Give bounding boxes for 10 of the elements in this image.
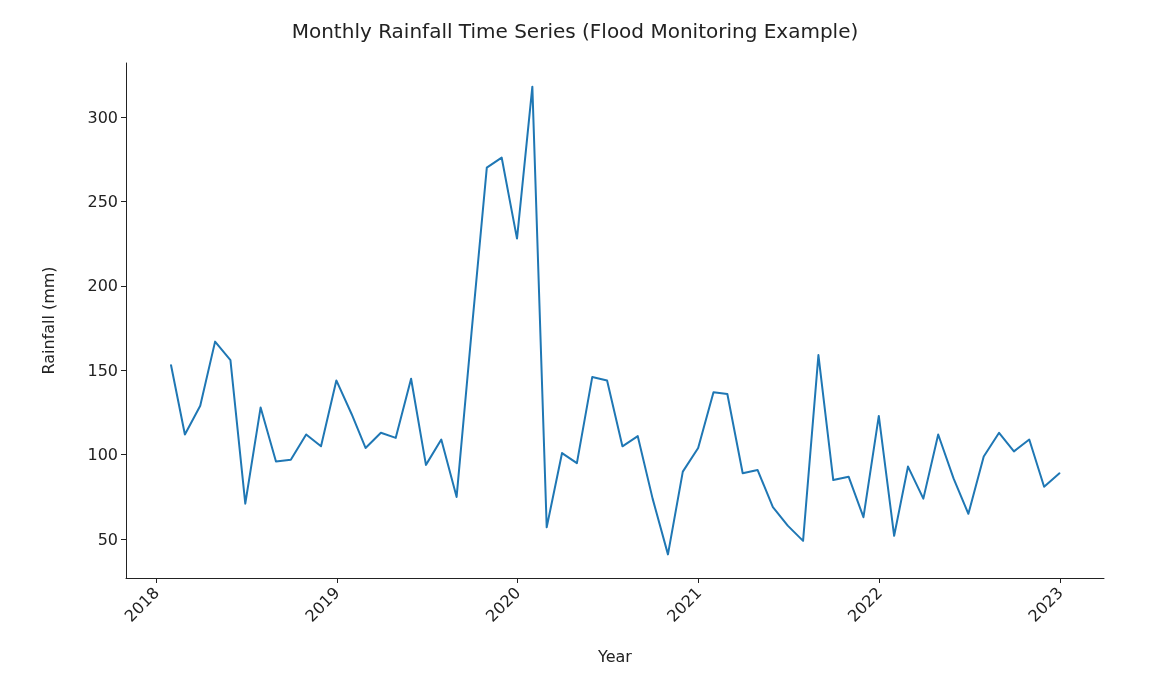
- chart-title: Monthly Rainfall Time Series (Flood Monitoring Example): [291, 19, 859, 43]
- y-tick-label: 250: [87, 191, 118, 211]
- line-series: [170, 85, 1061, 556]
- y-tick-label: 300: [87, 107, 118, 127]
- y-tick-label: 150: [87, 360, 118, 380]
- x-axis-title: Year: [597, 646, 633, 666]
- y-tick-label: 100: [87, 445, 118, 465]
- y-tick-label: 200: [87, 276, 118, 296]
- y-axis-title: Rainfall (mm): [38, 266, 58, 375]
- y-tick-label: 50: [97, 529, 118, 549]
